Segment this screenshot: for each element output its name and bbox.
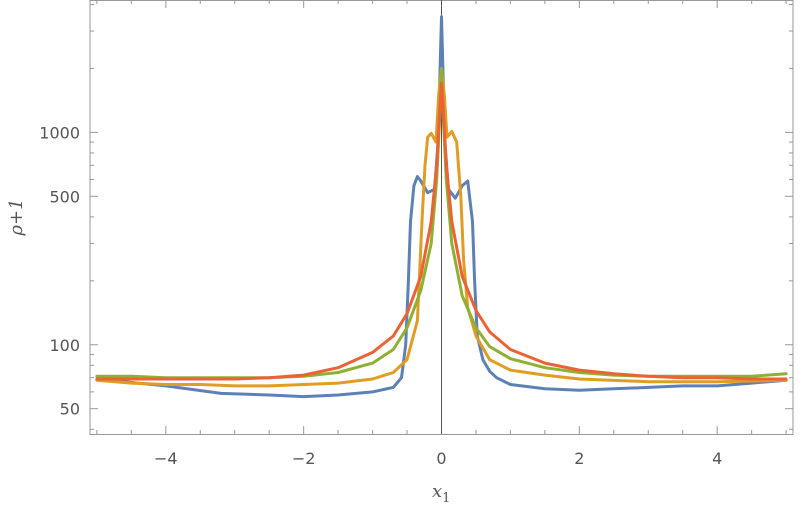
x-tick-label: 2 <box>574 449 584 468</box>
y-tick-label: 50 <box>60 400 80 419</box>
x-axis-label-main: x <box>432 481 442 502</box>
series-layer <box>95 15 788 399</box>
y-axis-label: ρ+1 <box>6 198 27 236</box>
series-line-4 <box>95 81 788 381</box>
x-tick-label: 4 <box>712 449 722 468</box>
x-tick-label: 0 <box>436 449 446 468</box>
y-tick-label: 1000 <box>39 123 80 142</box>
axis-tick-labels: −4 −2 0 2 4 50 100 500 1000 <box>39 123 722 468</box>
y-tick-label: 100 <box>49 336 80 355</box>
x-axis-label: x1 <box>432 481 450 506</box>
series-line-2 <box>95 66 788 388</box>
y-tick-label: 500 <box>49 187 80 206</box>
axis-ticks <box>90 0 793 434</box>
x-axis-label-subscript: 1 <box>442 491 450 506</box>
x-tick-label: −4 <box>154 449 178 468</box>
x-tick-label: −2 <box>292 449 316 468</box>
